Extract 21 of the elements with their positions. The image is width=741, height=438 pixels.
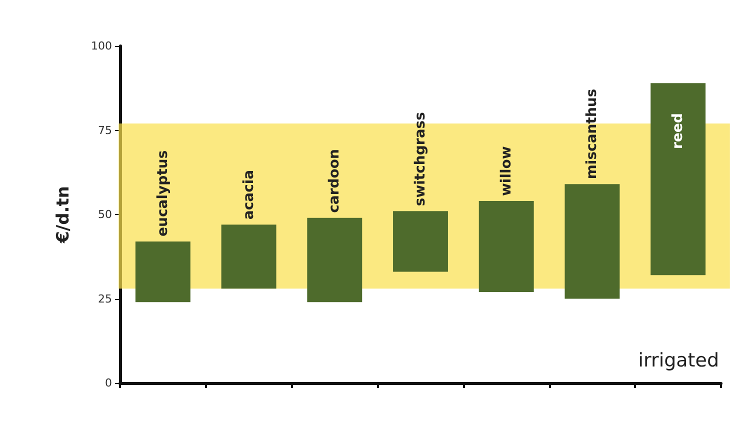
y-tick-label: 50 bbox=[98, 208, 112, 221]
bar bbox=[564, 184, 620, 299]
annotation: irrigated bbox=[638, 350, 719, 372]
bar bbox=[650, 83, 706, 276]
bar bbox=[478, 201, 534, 292]
y-tick-label: 100 bbox=[91, 40, 112, 52]
bar bbox=[221, 224, 276, 289]
bar bbox=[393, 211, 448, 272]
bar bbox=[307, 218, 362, 302]
x-tick-label: reed bbox=[670, 113, 686, 149]
x-tick-label: miscanthus bbox=[584, 88, 600, 180]
x-tick-label: eucalyptus bbox=[154, 150, 171, 236]
y-tick-label: 25 bbox=[98, 292, 112, 306]
x-tick-label: cardoon bbox=[326, 148, 343, 213]
y-axis-title: €/d.tn bbox=[54, 186, 74, 244]
x-tick-label: switchgrass bbox=[412, 112, 428, 206]
bar bbox=[135, 241, 190, 302]
x-tick-label: acacia bbox=[240, 170, 257, 220]
x-tick-label: willow bbox=[498, 146, 514, 196]
y-tick-label: 75 bbox=[98, 124, 112, 137]
y-tick-label: 0 bbox=[105, 376, 112, 390]
